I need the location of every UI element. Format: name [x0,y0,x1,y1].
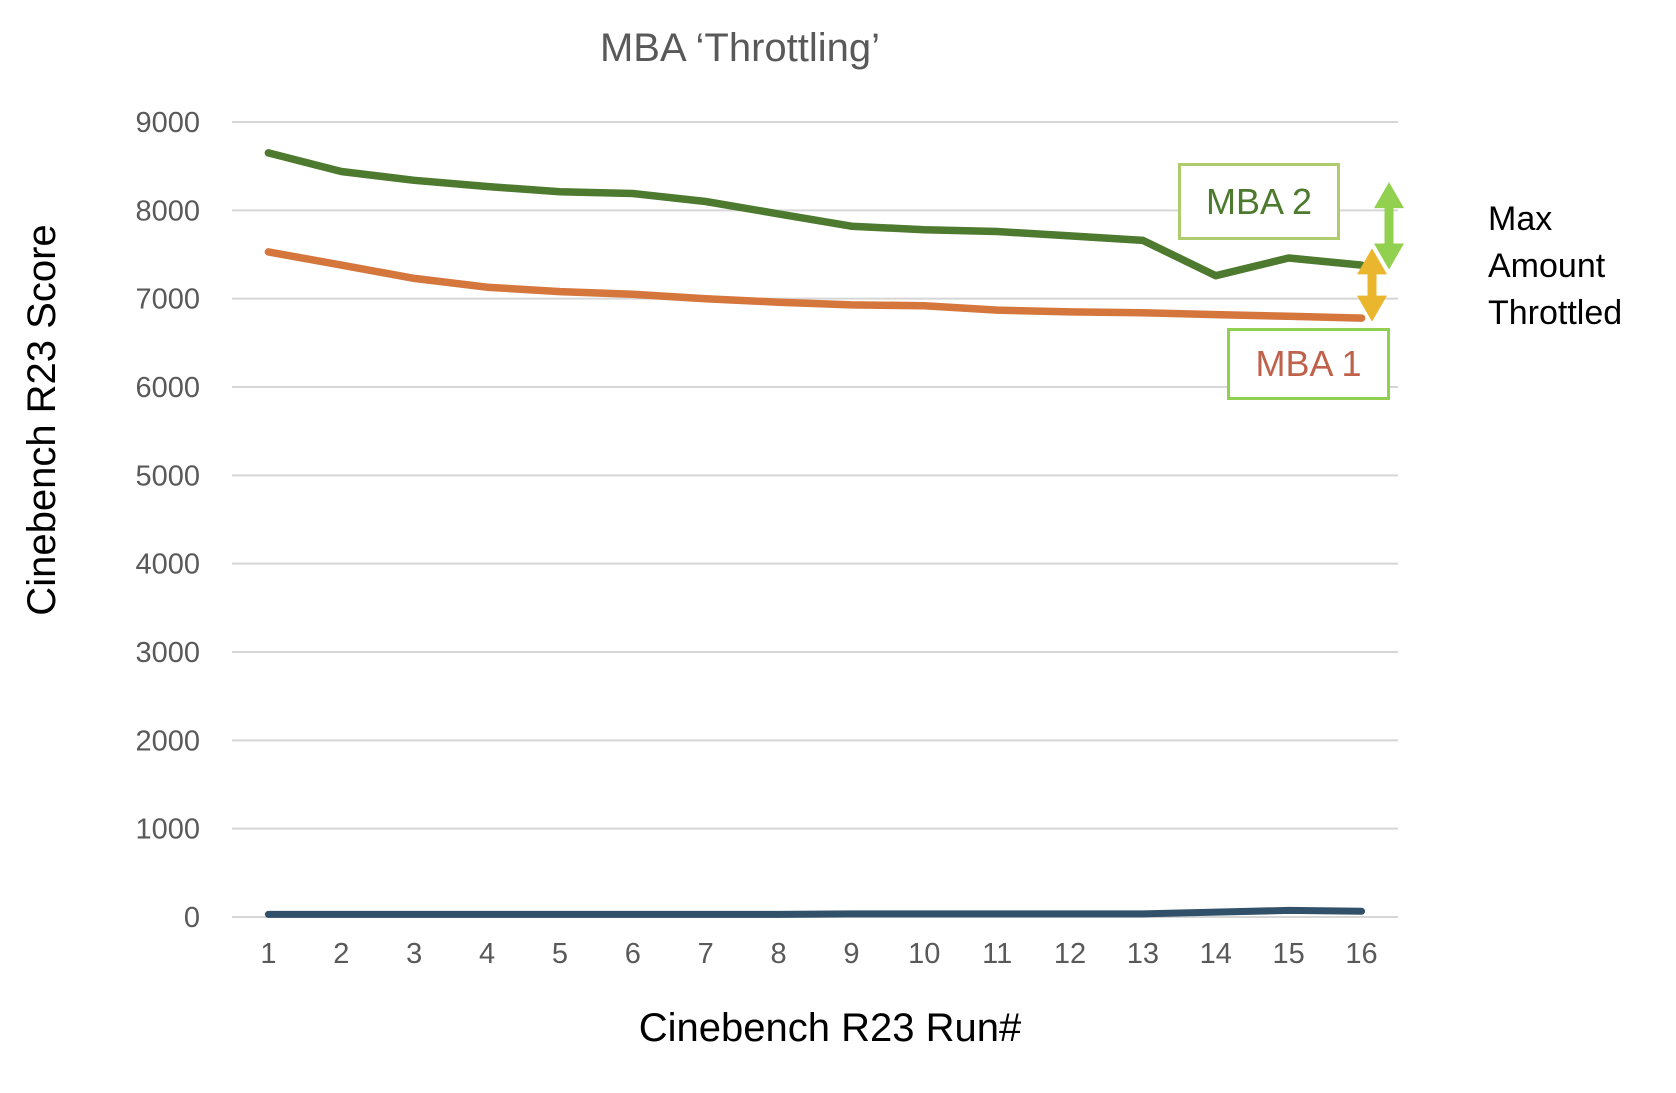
chart-title: MBA ‘Throttling’ [599,26,881,70]
mba1-label-text: MBA 1 [1255,343,1362,384]
series-line-2 [264,248,1366,322]
series-line-3 [264,906,1366,918]
x-axis-title: Cinebench R23 Run# [638,1006,1022,1050]
x-axis-tick-label: 4 [479,938,495,970]
x-axis-tick-label: 5 [552,938,568,970]
y-axis-tick-label: 2000 [135,725,200,757]
y-axis-tick-label: 3000 [135,637,200,669]
x-axis-tick-label: 6 [625,938,641,970]
y-axis-tick-label: 4000 [135,549,200,581]
x-axis-tick-label: 9 [843,938,859,970]
x-axis-tick-label: 7 [698,938,714,970]
x-axis-tick-label: 15 [1273,938,1305,970]
mba1-throttle-arrow-icon-head-bottom [1357,295,1387,322]
mba1-throttle-arrow-icon-head-top [1357,248,1387,275]
x-axis-tick-label: 3 [406,938,422,970]
mba2-throttle-arrow-icon-head-bottom [1374,243,1404,270]
mba2-label-text: MBA 2 [1205,180,1313,222]
y-axis-tick-label: 5000 [135,460,200,492]
x-axis-tick-label: 11 [982,938,1012,970]
y-axis-tick-label: 1000 [135,814,200,846]
y-axis-tick-label: 7000 [135,284,200,316]
x-axis-tick-label: 16 [1345,938,1377,970]
y-axis-tick-label: 6000 [135,372,200,404]
y-axis-tick-label: 8000 [135,195,200,227]
x-axis-tick-label: 2 [333,938,349,970]
x-axis-tick-label: 13 [1127,938,1159,970]
x-axis-tick-label: 14 [1200,938,1232,970]
y-axis-tick-label: 9000 [135,107,200,139]
x-axis-tick-label: 1 [260,938,276,970]
y-axis-title: Cinebench R23 Score [20,224,64,616]
series-line-1 [264,149,1366,280]
y-axis-tick-label: 0 [184,902,200,934]
x-axis-tick-label: 8 [770,938,786,970]
mba2-label-box: MBA 2 [1178,163,1340,240]
max-amount-throttled-label: Max Amount Throttled [1488,200,1623,332]
mba1-label-box: MBA 1 [1227,328,1390,400]
mba2-throttle-arrow-icon-head-top [1374,182,1404,209]
x-axis-tick-label: 12 [1054,938,1086,970]
x-axis-tick-label: 10 [908,938,940,970]
